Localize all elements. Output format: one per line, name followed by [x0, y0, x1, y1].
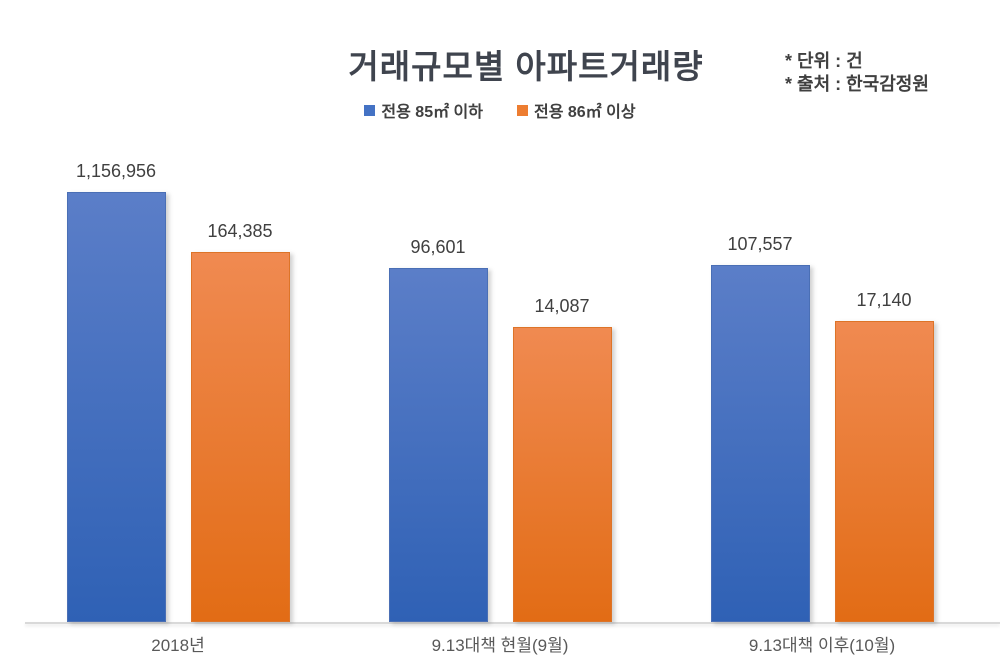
data-label-blue-2: 107,557: [727, 234, 793, 254]
data-label-orange-1: 14,087: [534, 296, 590, 316]
legend-label-under-85: 전용 85㎡ 이하: [381, 104, 483, 121]
note-source: * 출처 : 한국감정원: [785, 74, 929, 94]
bar-blue-2: [710, 265, 810, 622]
data-label-orange-0: 164,385: [207, 221, 273, 241]
bar-blue-0: [66, 192, 166, 622]
bar-orange-1: [512, 327, 612, 622]
data-label-blue-0: 1,156,956: [75, 161, 157, 181]
bar-orange-0: [190, 252, 290, 622]
legend-swatch-orange-icon: [517, 104, 528, 116]
data-label-blue-1: 96,601: [410, 237, 466, 257]
x-axis-label-0: 2018년: [151, 636, 205, 655]
x-axis-label-1: 9.13대책 현월(9월): [431, 636, 569, 655]
legend-item-under-85: 전용 85㎡ 이하: [364, 98, 483, 122]
bar-orange-2: [834, 321, 934, 622]
note-unit: * 단위 : 건: [785, 51, 863, 71]
legend-label-over-86: 전용 86㎡ 이상: [534, 104, 636, 121]
x-axis-label-2: 9.13대책 이후(10월): [748, 636, 896, 655]
data-label-orange-2: 17,140: [856, 290, 912, 310]
legend: 전용 85㎡ 이하 전용 86㎡ 이상: [0, 98, 1000, 122]
legend-item-over-86: 전용 86㎡ 이상: [517, 98, 636, 122]
x-axis-line: [25, 622, 1000, 624]
chart-notes: * 단위 : 건 * 출처 : 한국감정원: [785, 50, 929, 96]
bar-blue-1: [388, 268, 488, 622]
legend-swatch-blue-icon: [364, 104, 376, 116]
chart-title: 거래규모별 아파트거래량: [348, 48, 704, 85]
